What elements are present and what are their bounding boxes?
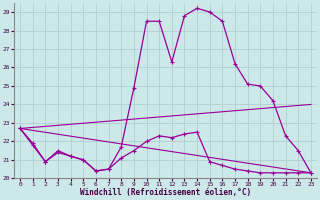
X-axis label: Windchill (Refroidissement éolien,°C): Windchill (Refroidissement éolien,°C) bbox=[80, 188, 251, 197]
